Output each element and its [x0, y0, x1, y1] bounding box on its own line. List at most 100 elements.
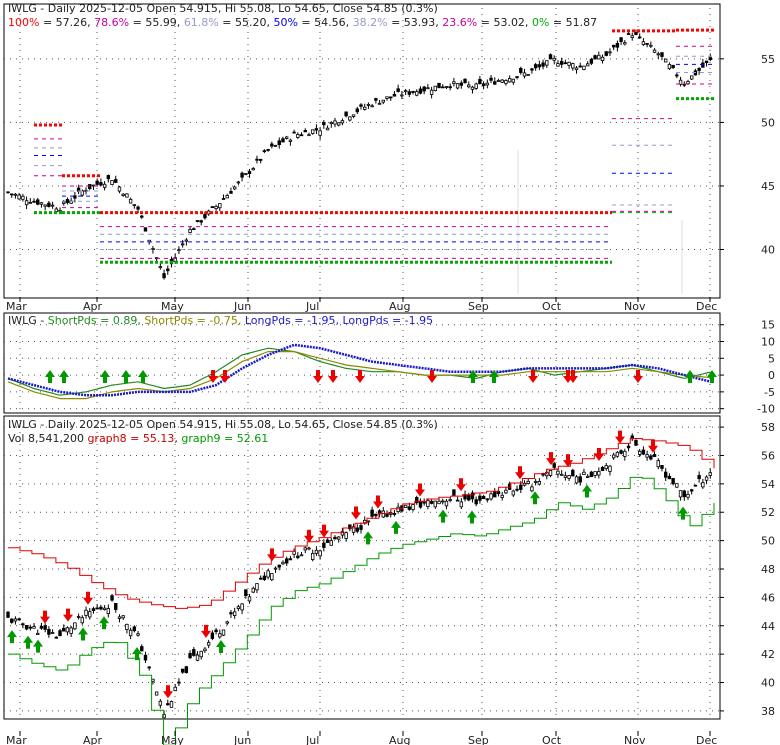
lower-candle-body [500, 494, 504, 498]
osc-sell-arrow [208, 370, 218, 383]
price-candle-body [448, 86, 452, 89]
price-candle-body [489, 77, 493, 81]
osc-buy-arrow [707, 370, 717, 383]
price-candle-body [619, 37, 623, 42]
price-candle-body [125, 193, 129, 198]
osc-buy-arrow [45, 370, 55, 383]
lower-candle-body [593, 471, 597, 476]
lower-candle-body [392, 513, 397, 515]
lower-candle-body [429, 500, 434, 504]
price-candle-body [678, 79, 683, 85]
price-candle-body [36, 199, 40, 205]
price-candle-body [236, 181, 241, 184]
lower-x-tick-label: Nov [624, 734, 646, 745]
price-candle-body [515, 76, 519, 78]
lower-candle-body [708, 472, 712, 476]
price-candle-body [177, 249, 181, 252]
price-x-tick-label: Mar [6, 300, 27, 313]
price-candle-body [344, 111, 348, 117]
price-candle-body [325, 127, 330, 131]
lower-candle-body [455, 499, 460, 502]
lower-panel [6, 430, 715, 745]
lower-candle-body [225, 621, 229, 624]
price-candle-body [106, 175, 111, 180]
price-candle-body [571, 63, 575, 69]
sell-arrow [563, 454, 573, 468]
price-x-tick-label: Jul [305, 300, 319, 313]
lower-candle-body [128, 629, 133, 637]
price-x-tick-label: May [161, 300, 184, 313]
price-x-tick-label: Aug [389, 300, 410, 313]
lower-candle-body [13, 618, 18, 622]
buy-arrow [391, 520, 401, 534]
osc-y-tick-label: 5 [768, 352, 775, 365]
price-candle-body [541, 62, 545, 67]
lower-x-tick-label: Oct [542, 734, 562, 745]
price-candle-body [392, 93, 397, 97]
price-candle-body [273, 144, 278, 147]
price-candle-body [166, 268, 170, 272]
lower-candle-body [619, 450, 623, 454]
lower-candle-body [6, 611, 10, 618]
lower-candle-body [262, 575, 267, 581]
price-candle-body [247, 171, 252, 174]
graph8-label: graph8 = 55.13 [87, 432, 174, 445]
lower-candle-body [448, 499, 452, 502]
lower-candle-body [80, 617, 85, 624]
price-candle-body [403, 90, 408, 93]
lower-candle-body [143, 654, 148, 661]
lower-candle-body [236, 606, 241, 609]
lower-candle-body [522, 482, 527, 486]
price-candle-body [292, 131, 296, 134]
price-candle-body [381, 99, 385, 103]
buy-arrow [216, 640, 226, 654]
price-candle-body [559, 60, 564, 65]
lower-candle-body [381, 510, 385, 518]
lower-candle-body [415, 497, 419, 504]
price-candle-body [229, 190, 233, 194]
price-candle-body [485, 82, 490, 86]
sell-arrow [267, 548, 277, 562]
sell-arrow [456, 478, 466, 492]
osc-buy-arrow [685, 370, 695, 383]
lower-candle-body [17, 618, 21, 621]
price-candle-body [552, 57, 556, 61]
oscillator-title: IWLG - ShortPds = 0.89, ShortPds = -0.75… [8, 314, 433, 327]
price-candle-body [270, 143, 274, 147]
lower-candle-body [177, 681, 181, 684]
lower-candle-body [288, 558, 293, 561]
lower-candle-body [682, 490, 686, 498]
lower-y-tick-label: 54 [761, 478, 775, 491]
price-candle-body [597, 54, 601, 60]
lower-candle-body [154, 691, 159, 696]
lower-candle-body [374, 513, 378, 517]
price-candle-body [162, 273, 166, 279]
price-candle-body [511, 78, 516, 83]
lower-candle-body [359, 525, 363, 530]
price-candle-body [608, 51, 612, 54]
lower-candle-body [169, 701, 174, 708]
price-candle-body [192, 228, 196, 231]
price-candle-body [493, 81, 497, 85]
lower-candle-body [199, 650, 203, 658]
price-candle-body [28, 201, 32, 204]
price-candle-body [429, 89, 434, 95]
price-candle-body [589, 58, 594, 64]
price-candle-body [667, 64, 672, 70]
price-candle-body [437, 82, 441, 89]
price-candle-body [604, 51, 608, 56]
price-candle-body [400, 94, 404, 97]
price-candle-body [370, 105, 374, 108]
lower-candle-body [121, 615, 125, 619]
lower-candle-body [571, 469, 575, 477]
fib-legend-value: = 54.56, [298, 16, 353, 29]
lower-candle-body [600, 466, 605, 471]
lower-y-tick-label: 58 [761, 421, 775, 434]
fib-legend-value: = 55.99, [129, 16, 184, 29]
price-candle-body [441, 86, 445, 89]
lower-candle-body [489, 493, 493, 500]
lower-candle-body [244, 589, 248, 596]
